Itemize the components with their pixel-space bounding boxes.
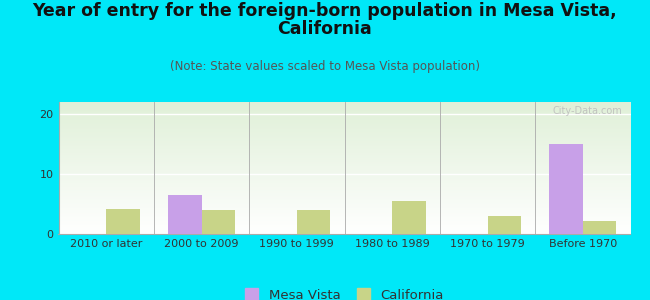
Bar [583, 221, 616, 234]
Text: Year of entry for the foreign-born population in Mesa Vista,: Year of entry for the foreign-born popul… [32, 2, 617, 20]
Bar [168, 195, 202, 234]
Text: California: California [278, 20, 372, 38]
Bar [106, 209, 140, 234]
Bar [549, 144, 583, 234]
Bar [202, 210, 235, 234]
Bar [392, 201, 426, 234]
Text: (Note: State values scaled to Mesa Vista population): (Note: State values scaled to Mesa Vista… [170, 60, 480, 73]
Bar [297, 210, 330, 234]
Legend: Mesa Vista, California: Mesa Vista, California [240, 283, 449, 300]
Text: City-Data.com: City-Data.com [552, 106, 622, 116]
Bar [488, 216, 521, 234]
